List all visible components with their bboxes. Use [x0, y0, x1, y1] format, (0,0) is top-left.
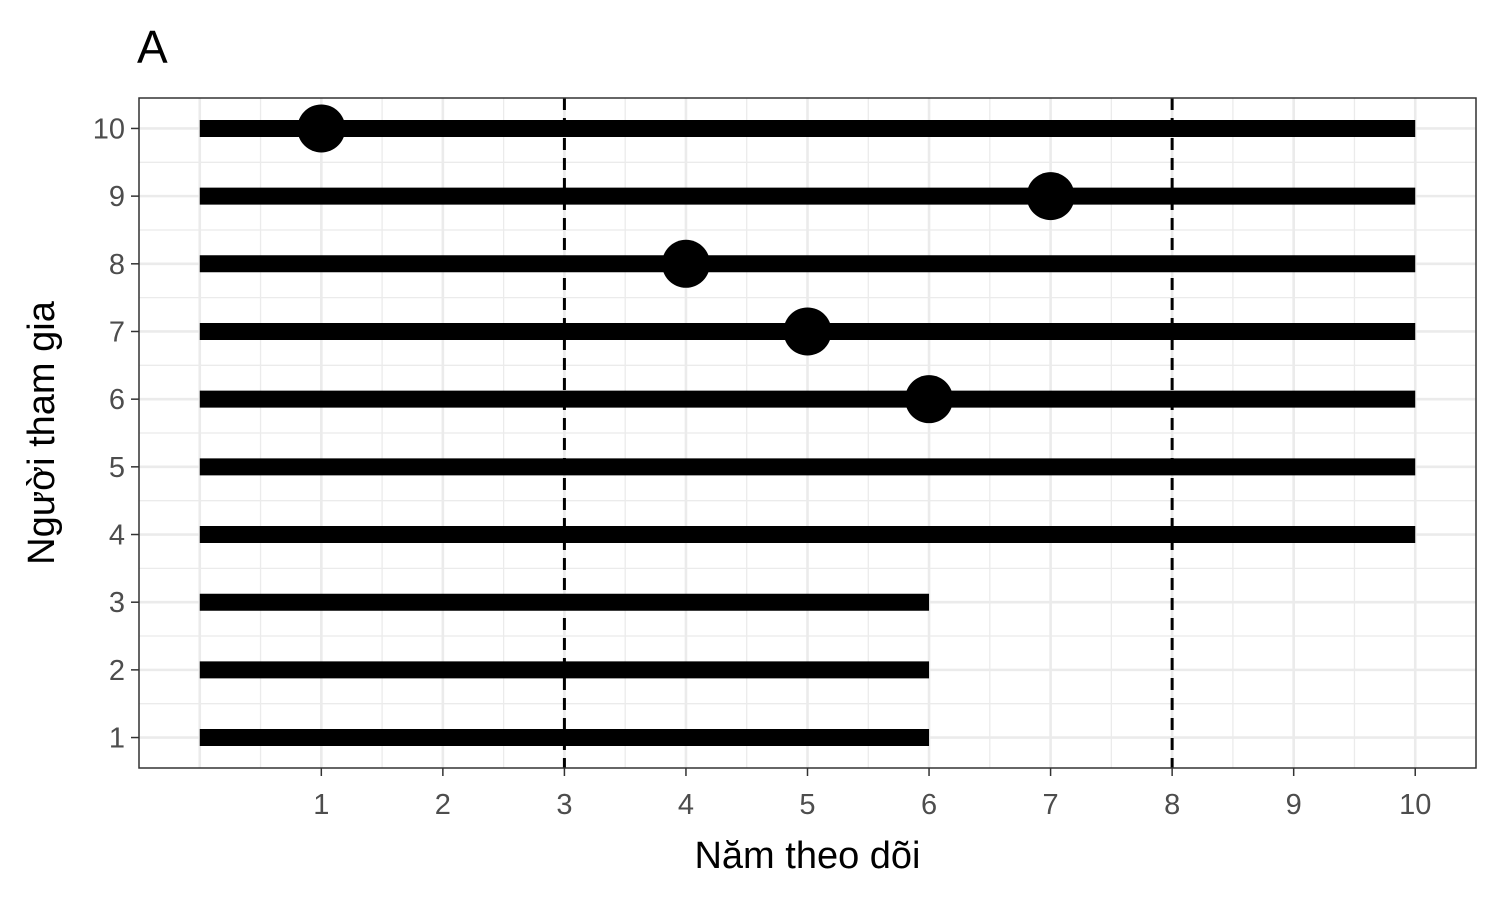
x-tick-label: 1: [313, 789, 329, 821]
y-tick-label: 1: [109, 723, 125, 755]
event-point-7: [783, 307, 832, 356]
y-tick-label: 3: [109, 587, 125, 619]
y-tick-label: 2: [109, 655, 125, 687]
x-axis-ticks: 1 2 3 4 5 6 7 8 9 10: [313, 768, 1431, 821]
event-point-8: [661, 239, 710, 288]
event-point-6: [905, 375, 954, 424]
y-axis-title: Người tham gia: [21, 300, 63, 565]
y-tick-label: 4: [109, 520, 125, 552]
x-tick-label: 3: [556, 789, 572, 821]
panel-tag: A: [137, 21, 168, 73]
x-tick-label: 10: [1399, 789, 1431, 821]
y-tick-label: 10: [93, 113, 125, 145]
x-axis-title: Năm theo dõi: [694, 835, 920, 877]
y-tick-label: 7: [109, 316, 125, 348]
x-tick-label: 8: [1164, 789, 1180, 821]
y-tick-label: 5: [109, 452, 125, 484]
reference-lines: [562, 98, 1174, 768]
x-tick-label: 6: [921, 789, 937, 821]
x-tick-label: 5: [799, 789, 815, 821]
x-tick-label: 2: [435, 789, 451, 821]
x-tick-label: 4: [678, 789, 694, 821]
x-tick-label: 9: [1286, 789, 1302, 821]
event-point-10: [297, 104, 346, 153]
event-points: [297, 104, 1075, 424]
x-tick-label: 7: [1043, 789, 1059, 821]
y-tick-label: 9: [109, 181, 125, 213]
y-axis-ticks: 1 2 3 4 5 6 7 8 9 10: [93, 113, 139, 755]
event-point-9: [1026, 172, 1075, 221]
y-tick-label: 6: [109, 384, 125, 416]
y-tick-label: 8: [109, 249, 125, 281]
